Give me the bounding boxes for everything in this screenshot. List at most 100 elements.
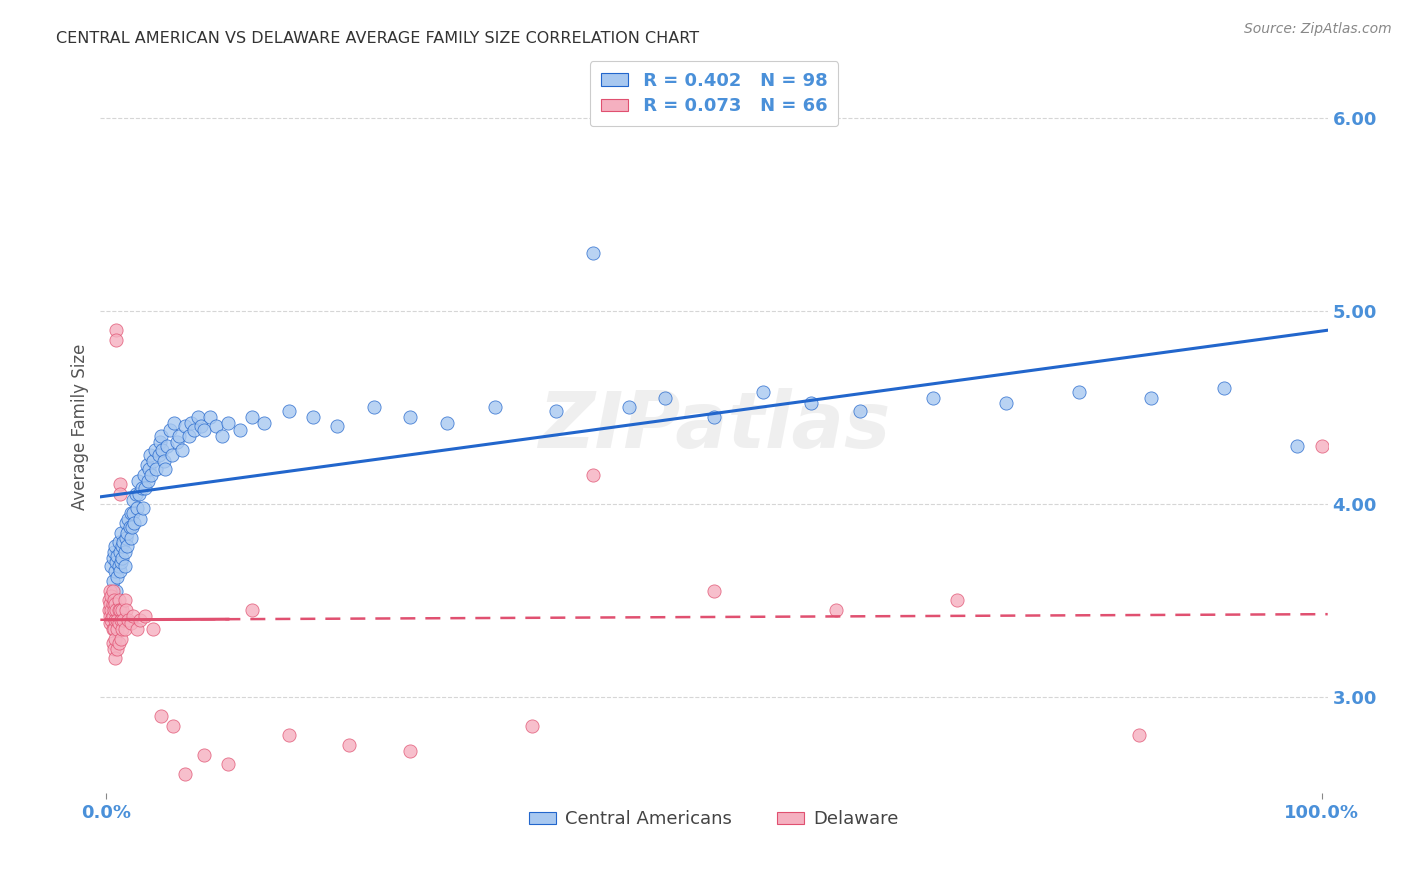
Point (110, 555, 132, 569)
Point (139, 449, 162, 463)
Point (100, 590, 122, 604)
Y-axis label: Average Family Size: Average Family Size (72, 343, 89, 509)
Text: CENTRAL AMERICAN VS DELAWARE AVERAGE FAMILY SIZE CORRELATION CHART: CENTRAL AMERICAN VS DELAWARE AVERAGE FAM… (56, 31, 699, 46)
Point (399, 744, 422, 758)
Point (211, 429, 233, 443)
Point (131, 481, 153, 495)
Point (104, 651, 127, 665)
Point (127, 474, 149, 488)
Point (122, 492, 145, 507)
Point (101, 622, 124, 636)
Point (121, 520, 143, 534)
Point (520, 719, 543, 733)
Text: Source: ZipAtlas.com: Source: ZipAtlas.com (1244, 22, 1392, 37)
Point (193, 747, 215, 762)
Point (153, 462, 176, 476)
Point (217, 757, 239, 772)
Text: ZIPatlas: ZIPatlas (538, 389, 890, 465)
Point (122, 507, 145, 521)
Point (115, 532, 138, 546)
Point (118, 520, 141, 534)
Point (162, 719, 184, 733)
Point (800, 396, 823, 410)
Point (156, 439, 179, 453)
Point (160, 449, 183, 463)
Legend: Central Americans, Delaware: Central Americans, Delaware (522, 803, 905, 836)
Point (253, 416, 276, 430)
Point (180, 416, 202, 430)
Point (101, 550, 124, 565)
Point (484, 400, 506, 414)
Point (98, 616, 121, 631)
Point (170, 442, 193, 457)
Point (108, 487, 131, 501)
Point (141, 467, 163, 482)
Point (581, 245, 603, 260)
Point (129, 613, 152, 627)
Point (107, 535, 129, 549)
Point (108, 477, 131, 491)
Point (177, 429, 200, 443)
Point (326, 419, 349, 434)
Point (751, 384, 773, 399)
Point (581, 467, 603, 482)
Point (111, 539, 134, 553)
Point (136, 474, 159, 488)
Point (1128, 728, 1150, 742)
Point (125, 500, 148, 515)
Point (150, 442, 173, 457)
Point (112, 535, 135, 549)
Point (946, 593, 969, 607)
Point (112, 613, 135, 627)
Point (115, 516, 138, 530)
Point (217, 416, 239, 430)
Point (115, 603, 138, 617)
Point (198, 409, 221, 424)
Point (124, 516, 146, 530)
Point (117, 613, 139, 627)
Point (339, 738, 361, 752)
Point (105, 570, 128, 584)
Point (108, 603, 131, 617)
Point (1213, 381, 1236, 395)
Point (132, 467, 155, 482)
Point (101, 636, 124, 650)
Point (107, 558, 129, 573)
Point (124, 487, 146, 501)
Point (107, 603, 129, 617)
Point (117, 512, 139, 526)
Point (152, 454, 174, 468)
Point (703, 583, 725, 598)
Point (166, 434, 188, 449)
Point (277, 728, 299, 742)
Point (97, 603, 120, 617)
Point (436, 416, 458, 430)
Point (190, 419, 212, 434)
Point (128, 487, 150, 501)
Point (105, 555, 128, 569)
Point (105, 333, 128, 347)
Point (101, 583, 124, 598)
Point (110, 613, 132, 627)
Point (174, 767, 197, 781)
Point (824, 603, 846, 617)
Point (105, 549, 128, 563)
Point (145, 462, 167, 476)
Point (849, 404, 872, 418)
Point (135, 458, 157, 472)
Point (115, 525, 138, 540)
Point (399, 409, 422, 424)
Point (187, 409, 209, 424)
Point (105, 603, 128, 617)
Point (183, 423, 205, 437)
Point (125, 622, 148, 636)
Point (142, 454, 165, 468)
Point (97, 593, 120, 607)
Point (107, 593, 129, 607)
Point (101, 608, 124, 623)
Point (150, 709, 173, 723)
Point (1310, 439, 1333, 453)
Point (138, 462, 160, 476)
Point (108, 564, 131, 578)
Point (103, 603, 125, 617)
